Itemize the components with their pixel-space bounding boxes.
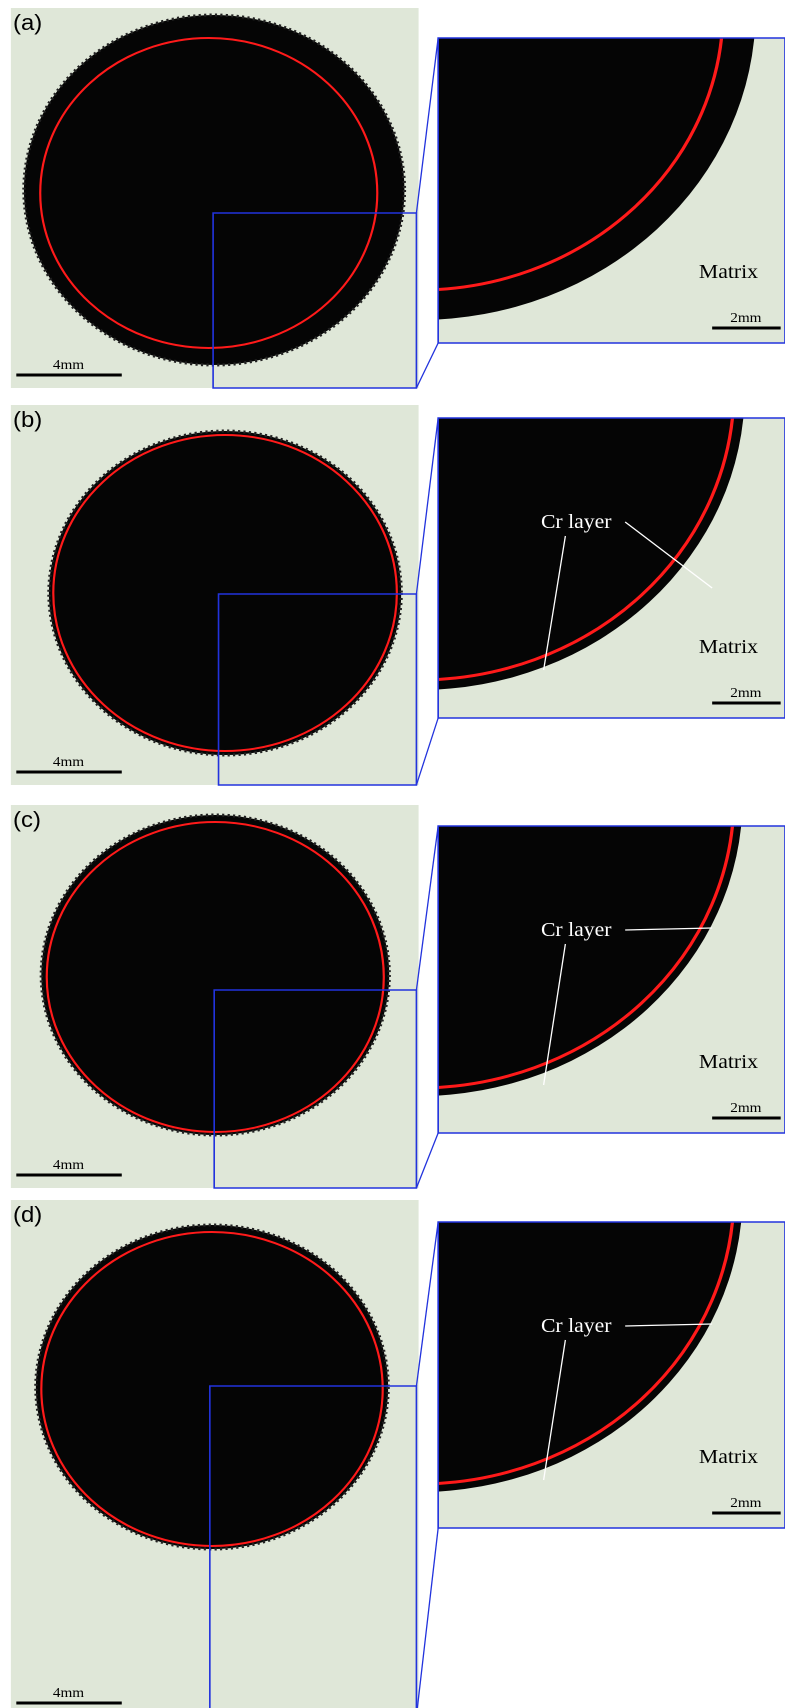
cross-section (36, 1225, 388, 1549)
scale-label: 2mm (730, 1496, 762, 1511)
cross-section (49, 431, 401, 755)
connector (416, 1222, 438, 1386)
connector (416, 343, 438, 388)
connector (416, 718, 438, 785)
matrix-label: Matrix (699, 635, 759, 658)
connector (416, 38, 438, 213)
scale-label: 2mm (730, 311, 762, 326)
panel-label: (d) (13, 1202, 42, 1227)
panel-label: (c) (13, 807, 41, 832)
scale-label: 4mm (53, 1686, 85, 1701)
panel: (a) 4mm 2mm Matrix (11, 0, 785, 388)
scale-label: 2mm (730, 686, 762, 701)
matrix-label: Matrix (699, 1445, 759, 1468)
figure: (a) 4mm 2mm Matrix (b) 4mm 2mm Matrix Cr layer (c… (0, 0, 785, 1708)
matrix-label: Matrix (699, 1050, 759, 1073)
connector (416, 1133, 438, 1188)
scale-label: 4mm (53, 358, 85, 373)
cr-layer-label: Cr layer (541, 918, 612, 941)
scale-label: 4mm (53, 755, 85, 770)
scale-label: 2mm (730, 1101, 762, 1116)
scale-label: 4mm (53, 1158, 85, 1173)
matrix-label: Matrix (699, 260, 759, 283)
cr-layer-label: Cr layer (541, 1314, 612, 1337)
connector (416, 418, 438, 594)
cr-layer-label: Cr layer (541, 510, 612, 533)
connector (416, 826, 438, 990)
cross-section (41, 815, 389, 1135)
cross-section (24, 15, 405, 365)
panel-label: (b) (13, 407, 42, 432)
connector (416, 1528, 438, 1708)
panel-label: (a) (13, 10, 42, 35)
